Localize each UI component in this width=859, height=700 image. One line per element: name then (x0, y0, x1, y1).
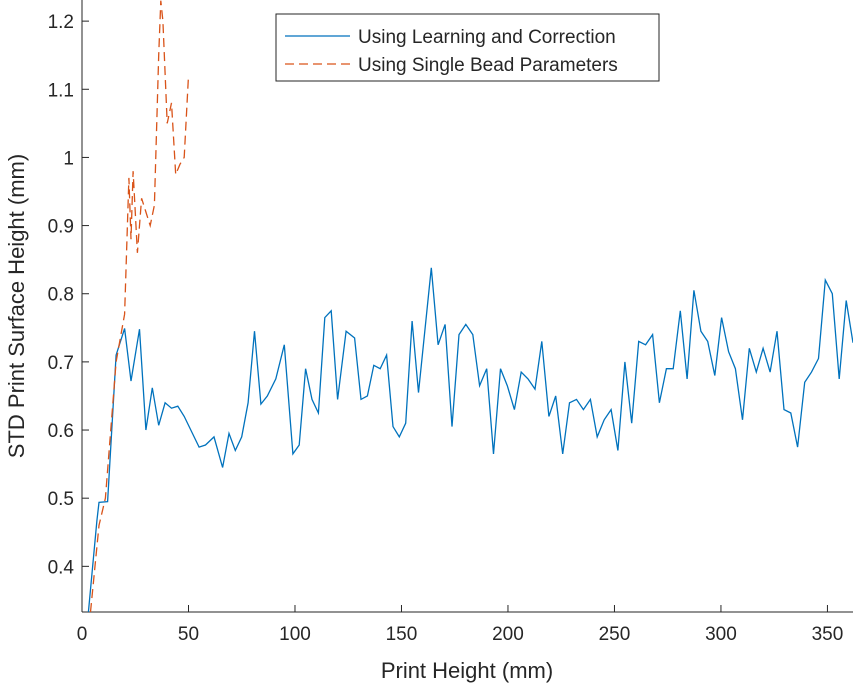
y-tick-label: 0.8 (48, 285, 74, 306)
x-tick-label: 150 (386, 624, 418, 645)
x-axis-label: Print Height (mm) (381, 658, 553, 683)
y-tick-label: 0.5 (48, 489, 74, 510)
x-tick-label: 300 (705, 624, 737, 645)
legend-label: Using Learning and Correction (358, 27, 616, 48)
x-tick-label: 350 (812, 624, 844, 645)
y-tick-label: 0.7 (48, 353, 74, 374)
y-tick-label: 0.6 (48, 421, 74, 442)
y-tick-label: 1.1 (48, 80, 74, 101)
y-tick-label: 1.2 (48, 12, 74, 33)
series-line (87, 267, 853, 612)
y-tick-label: 0.9 (48, 217, 74, 238)
legend-label: Using Single Bead Parameters (358, 55, 618, 76)
series-line (89, 0, 190, 612)
x-tick-label: 250 (599, 624, 631, 645)
x-tick-label: 100 (279, 624, 311, 645)
y-tick-label: 1 (63, 148, 74, 169)
y-axis-label: STD Print Surface Height (mm) (4, 154, 29, 458)
x-tick-label: 0 (77, 624, 88, 645)
x-tick-label: 200 (492, 624, 524, 645)
legend-box (275, 13, 660, 82)
y-tick-label: 0.4 (48, 557, 75, 578)
x-tick-label: 50 (178, 624, 199, 645)
plot-area (87, 0, 853, 612)
